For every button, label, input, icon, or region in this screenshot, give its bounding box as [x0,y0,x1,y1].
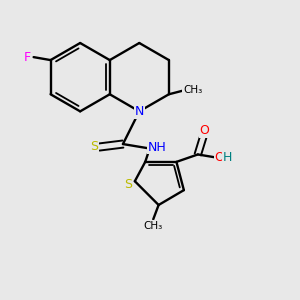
Text: S: S [90,140,98,153]
Text: F: F [24,51,31,64]
Text: H: H [223,151,232,164]
Text: CH₃: CH₃ [183,85,202,95]
Text: O: O [214,151,224,164]
Text: O: O [200,124,210,137]
Text: NH: NH [148,140,166,154]
Text: N: N [135,106,145,118]
Text: CH₃: CH₃ [144,221,163,231]
Text: S: S [124,178,132,191]
